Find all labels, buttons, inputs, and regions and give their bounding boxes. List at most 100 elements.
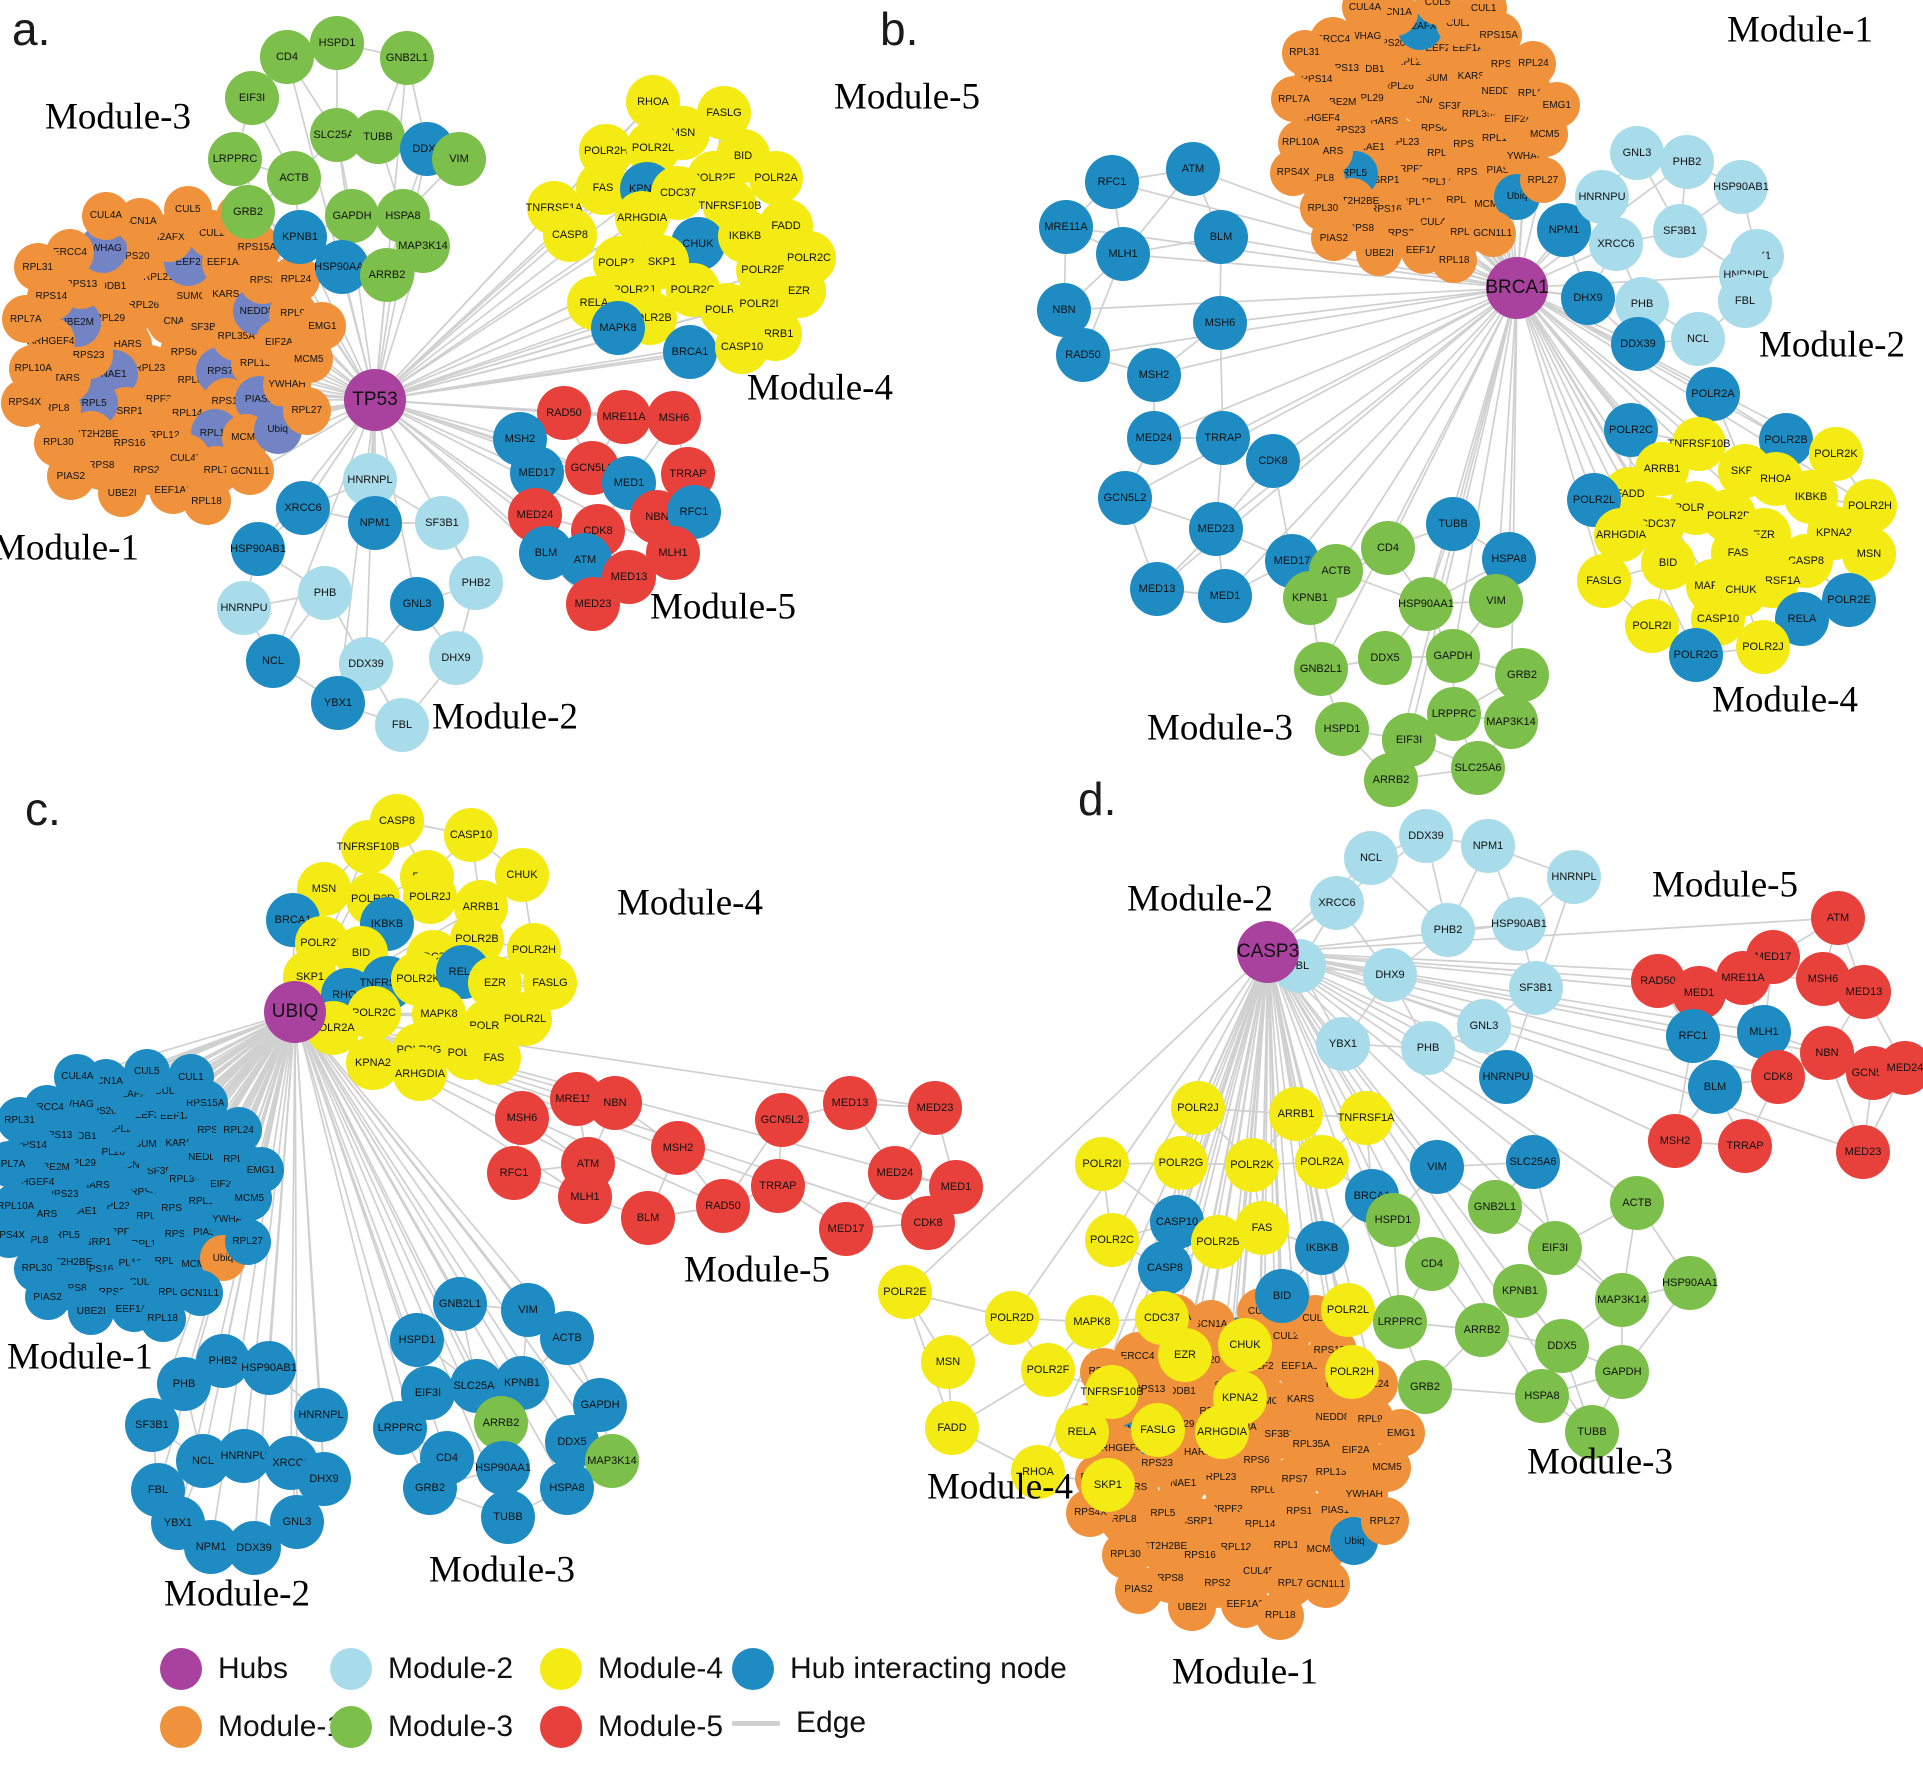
node-GNB2L1: GNB2L1 (1294, 642, 1348, 696)
node-NBN: NBN (1800, 1026, 1854, 1080)
module-5-swatch (540, 1706, 582, 1748)
node-GCN5L2: GCN5L2 (1098, 471, 1152, 525)
module-label-module-4: Module-4 (747, 367, 893, 409)
legend-label: Module-3 (388, 1710, 514, 1743)
node-SF3B1: SF3B1 (1653, 204, 1707, 258)
node-HSP90AA1: HSP90AA1 (314, 240, 370, 294)
node-POLR2L: POLR2L (498, 992, 552, 1046)
legend-item-edge: Edge (732, 1706, 866, 1740)
node-RFC1: RFC1 (1666, 1009, 1720, 1063)
node-LRPPRC: LRPPRC (373, 1401, 427, 1455)
node-TRRAP: TRRAP (751, 1159, 805, 1213)
node-TUBB: TUBB (351, 110, 405, 164)
node-XRCC6: XRCC6 (1310, 876, 1364, 930)
node-MED17: MED17 (510, 446, 564, 500)
node-MED24: MED24 (1878, 1041, 1923, 1095)
node-GAPDH: GAPDH (1426, 629, 1480, 683)
node-PHB: PHB (298, 566, 352, 620)
node-CUL4A: CUL4A (81, 191, 130, 240)
node-HNRNPL: HNRNPL (1547, 850, 1601, 904)
node-MLH1: MLH1 (558, 1170, 612, 1224)
node-PIAS2: PIAS2 (24, 1274, 71, 1321)
node-TUBB: TUBB (1426, 497, 1480, 551)
module-label-module-4: Module-4 (927, 1466, 1073, 1508)
edge (1425, 287, 1518, 605)
node-GRB2: GRB2 (1398, 1360, 1452, 1414)
node-LRPPRC: LRPPRC (1427, 687, 1481, 741)
module-label-module-4: Module-4 (617, 882, 763, 924)
node-HSPD1: HSPD1 (310, 16, 364, 70)
node-RAD50: RAD50 (696, 1179, 750, 1233)
edge-swatch (732, 1720, 780, 1726)
legend-item-module-2: Module-2 (330, 1648, 513, 1690)
node-CASP10: CASP10 (715, 320, 769, 374)
edge (1516, 287, 1697, 656)
node-BLM: BLM (1194, 210, 1248, 264)
node-MRE11A: MRE11A (597, 390, 651, 444)
node-POLR2J: POLR2J (1171, 1081, 1225, 1135)
legend-item-module-5: Module-5 (540, 1706, 723, 1748)
node-MED17: MED17 (819, 1202, 873, 1256)
node-HNRNPU: HNRNPU (217, 581, 271, 635)
node-POLR2L: POLR2L (1567, 473, 1621, 527)
node-POLR2G: POLR2G (1154, 1136, 1208, 1190)
node-TNFRSF1A: TNFRSF1A (1338, 1091, 1394, 1145)
node-GNB2L1: GNB2L1 (1468, 1180, 1522, 1234)
node-GRB2: GRB2 (221, 185, 275, 239)
node-PIAS2: PIAS2 (1114, 1565, 1163, 1614)
node-LRPPRC: LRPPRC (208, 132, 262, 186)
node-PHB2: PHB2 (449, 556, 503, 610)
node-RAD50: RAD50 (1056, 328, 1110, 382)
module-label-module-3: Module-3 (1527, 1441, 1673, 1483)
node-POLR2J: POLR2J (1736, 620, 1790, 674)
edge (294, 1011, 502, 1424)
node-HSP90AB1: HSP90AB1 (1713, 160, 1769, 214)
node-KPNB1: KPNB1 (1283, 571, 1337, 625)
edge (1516, 287, 1700, 445)
node-UBE2I: UBE2I (1356, 230, 1403, 277)
hub-node-UBIQ: UBIQ (264, 981, 326, 1043)
node-MLH1: MLH1 (1096, 227, 1150, 281)
node-MSN: MSN (921, 1335, 975, 1389)
node-BLM: BLM (621, 1191, 675, 1245)
panel-letter-d: d. (1078, 773, 1117, 825)
node-NPM1: NPM1 (348, 496, 402, 550)
node-TRRAP: TRRAP (1718, 1119, 1772, 1173)
node-DHX9: DHX9 (1363, 948, 1417, 1002)
legend-label: Hub interacting node (790, 1652, 1067, 1685)
node-CUL5: CUL5 (163, 185, 212, 234)
node-PHB2: PHB2 (1660, 135, 1714, 189)
edge (294, 1011, 509, 1518)
edge (1320, 287, 1518, 670)
module-label-module-1: Module-1 (0, 527, 139, 569)
node-RPL24: RPL24 (1510, 40, 1557, 87)
node-FBL: FBL (1718, 274, 1772, 328)
node-DHX9: DHX9 (297, 1452, 351, 1506)
node-RPL27: RPL27 (1519, 157, 1566, 204)
module-label-module-1: Module-1 (1727, 9, 1873, 51)
node-MSH2: MSH2 (1648, 1114, 1702, 1168)
node-CHUK: CHUK (1218, 1318, 1272, 1372)
edge (1452, 287, 1518, 657)
node-NBN: NBN (588, 1076, 642, 1130)
node-HSPD1: HSPD1 (390, 1313, 444, 1367)
node-ARRB1: ARRB1 (1269, 1087, 1323, 1141)
node-NPM1: NPM1 (1461, 819, 1515, 873)
module-label-module-5: Module-5 (650, 586, 796, 628)
node-RPL31: RPL31 (13, 243, 62, 292)
node-CASP10: CASP10 (1691, 592, 1745, 646)
node-VIM: VIM (432, 132, 486, 186)
node-PIAS2: PIAS2 (46, 452, 95, 501)
node-POLR2E: POLR2E (1822, 573, 1876, 627)
edge (1516, 287, 1605, 582)
node-CDK8: CDK8 (1246, 434, 1300, 488)
node-RELA: RELA (1055, 1405, 1109, 1459)
node-EMG1: EMG1 (298, 302, 347, 351)
node-CDK8: CDK8 (1751, 1050, 1805, 1104)
node-RPL27: RPL27 (1360, 1497, 1409, 1546)
module-label-module-2: Module-2 (432, 696, 578, 738)
node-MED13: MED13 (1837, 965, 1891, 1019)
node-TNFRSF10B: TNFRSF10B (1081, 1365, 1143, 1419)
node-RPL24: RPL24 (272, 255, 320, 304)
edge (1516, 287, 1595, 501)
